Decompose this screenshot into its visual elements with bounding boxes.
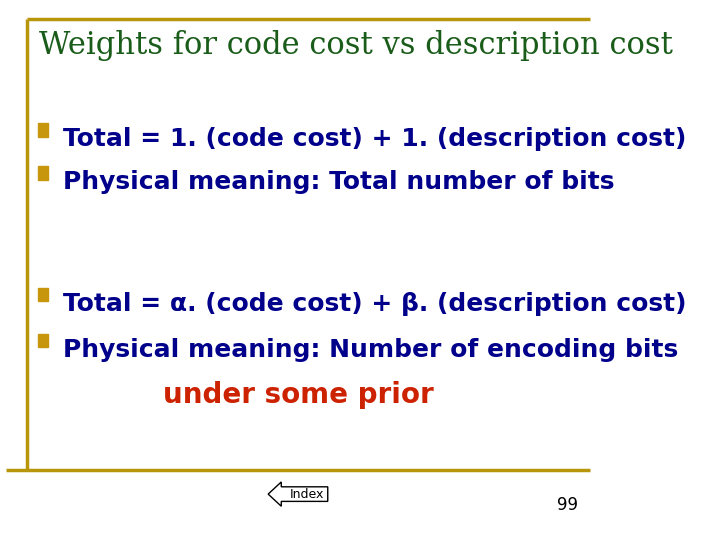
Bar — [37, 334, 48, 347]
Text: Total = 1. (code cost) + 1. (description cost): Total = 1. (code cost) + 1. (description… — [63, 127, 686, 151]
Text: 99: 99 — [557, 496, 578, 514]
Text: Index: Index — [289, 488, 324, 501]
Bar — [37, 166, 48, 180]
Bar — [37, 288, 48, 301]
Text: under some prior: under some prior — [163, 381, 433, 409]
Bar — [37, 123, 48, 137]
Text: Physical meaning: Total number of bits: Physical meaning: Total number of bits — [63, 170, 614, 194]
Text: Physical meaning: Number of encoding bits: Physical meaning: Number of encoding bit… — [63, 338, 678, 361]
Text: Total = α. (code cost) + β. (description cost): Total = α. (code cost) + β. (description… — [63, 292, 686, 315]
Text: Weights for code cost vs description cost: Weights for code cost vs description cos… — [39, 30, 672, 60]
Polygon shape — [268, 482, 328, 507]
